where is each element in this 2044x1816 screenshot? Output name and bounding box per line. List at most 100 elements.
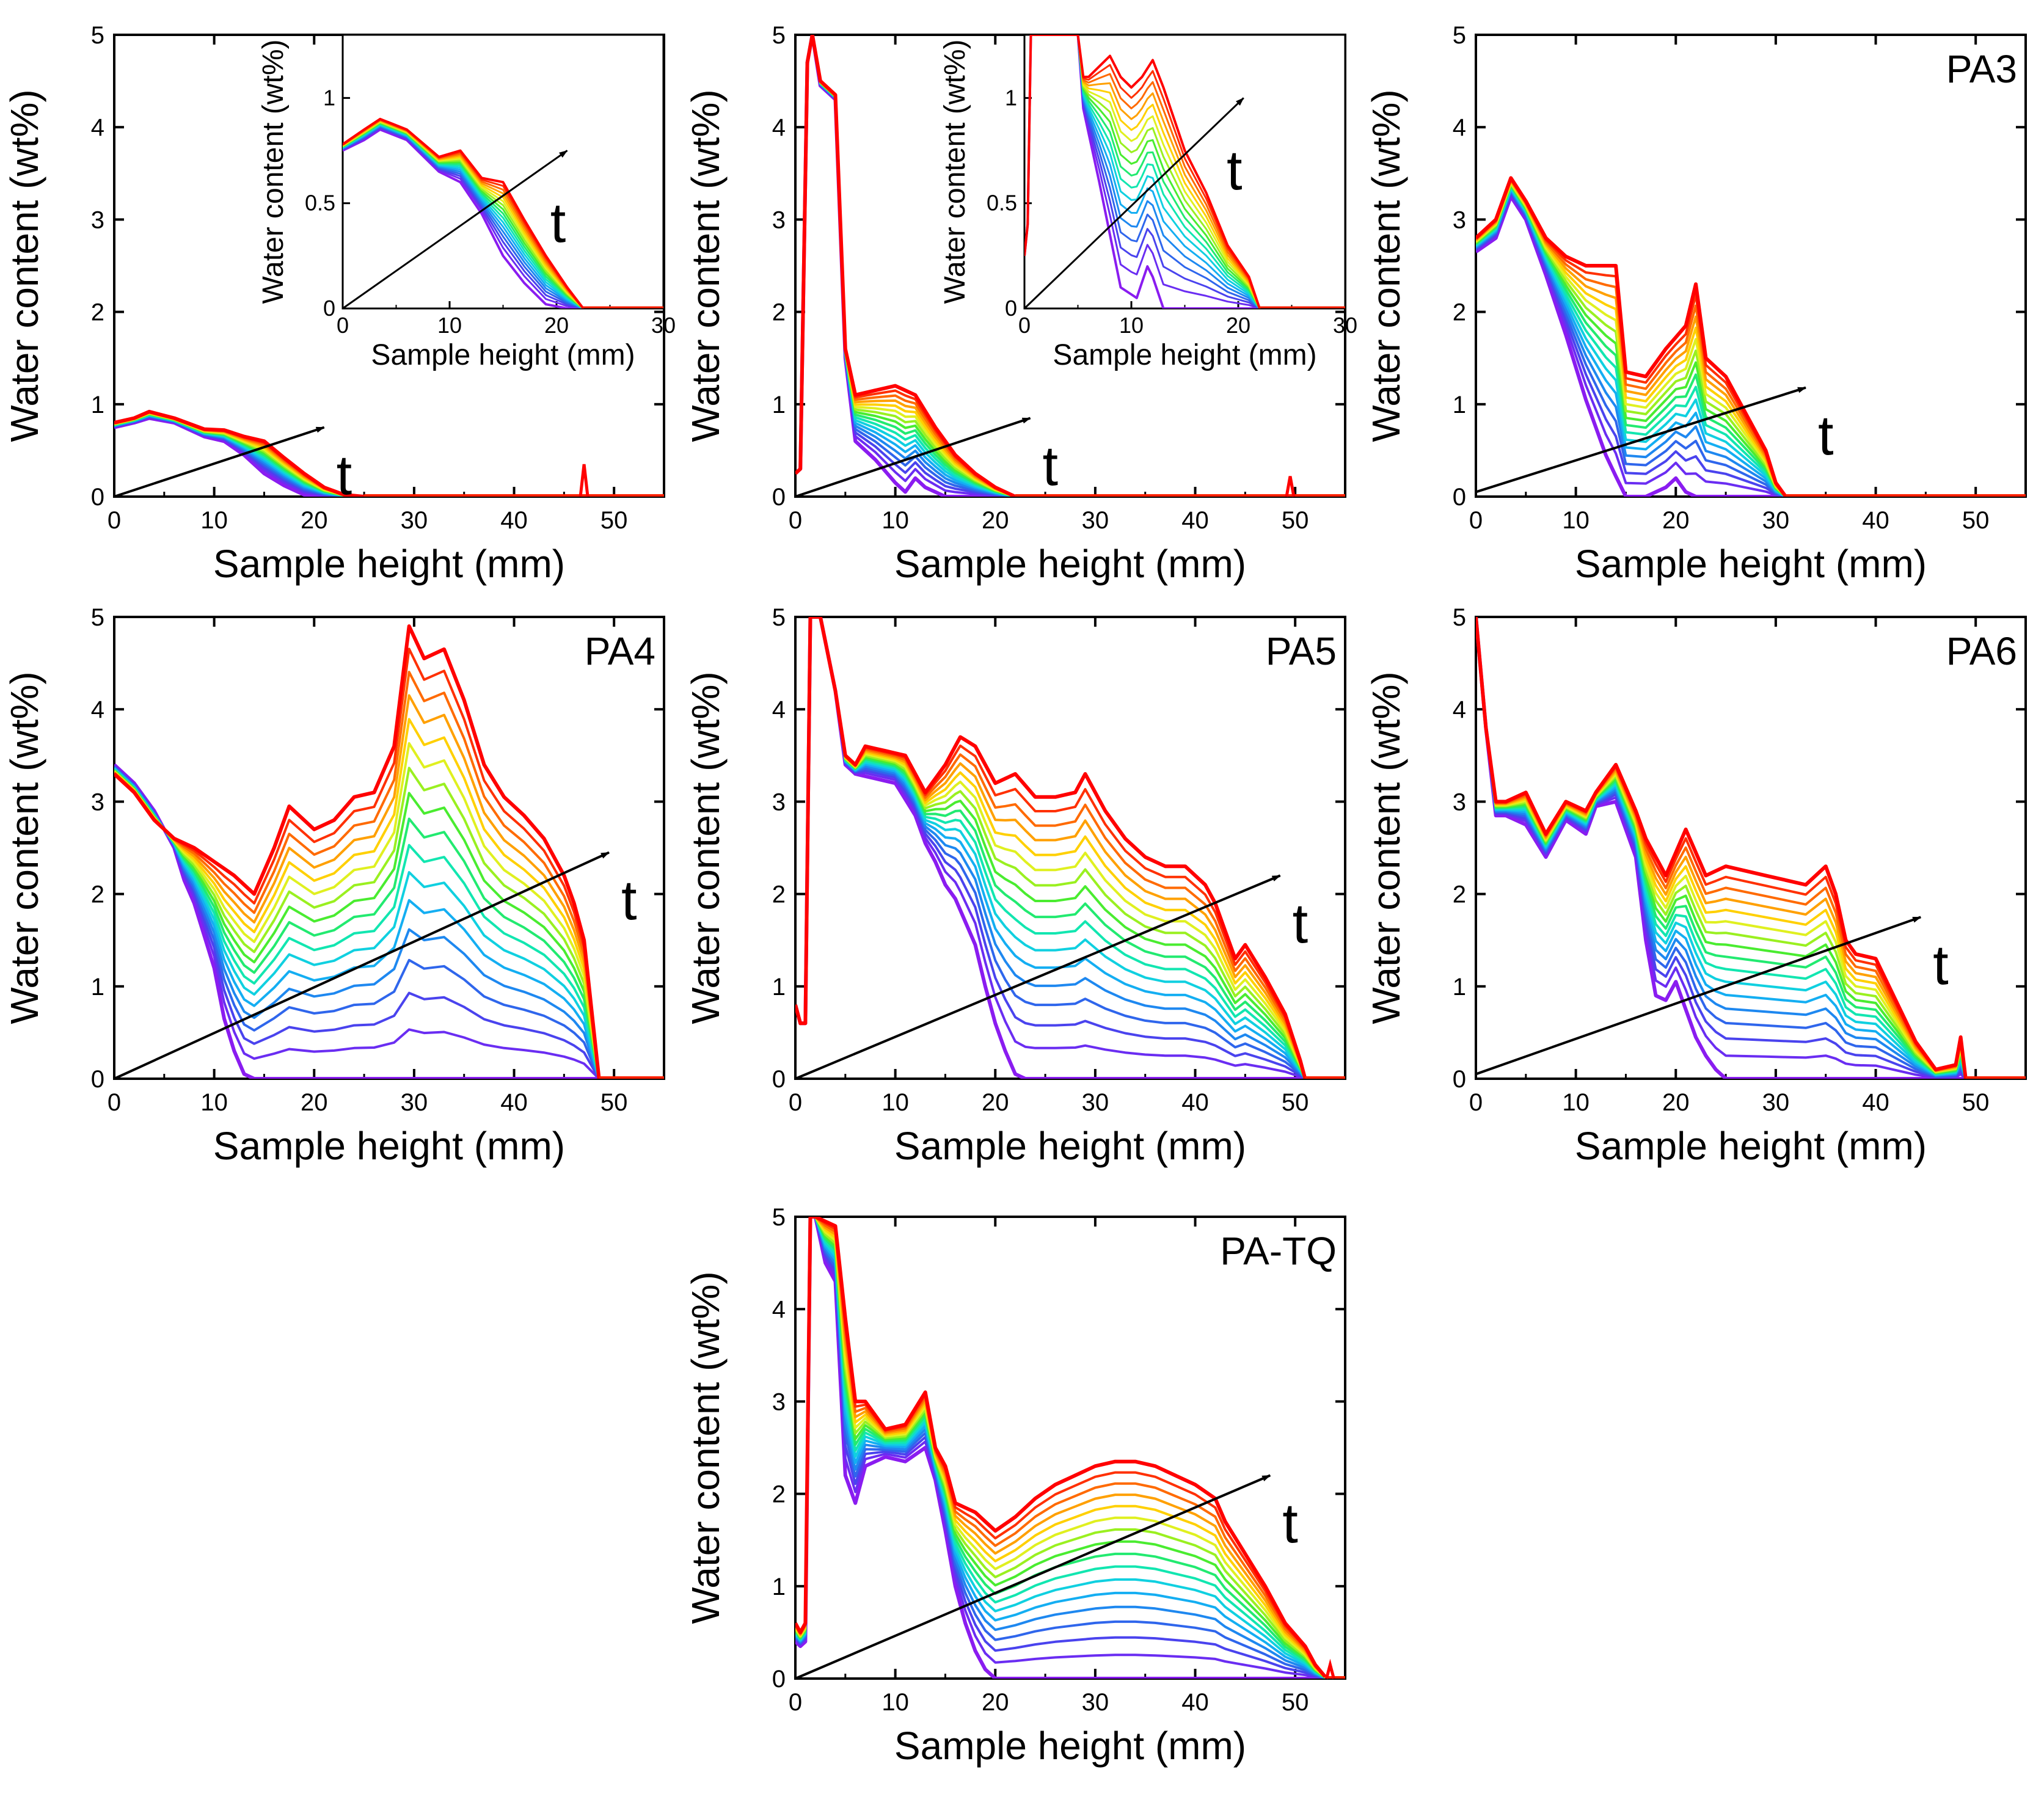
- panel-pa2-ylabel: Water content (wt%): [684, 89, 728, 442]
- panel-pa2-curves: [795, 35, 1345, 497]
- panel-pa1-inset-curves: [343, 117, 663, 308]
- panel-pa6-xtick-label: 50: [1962, 1089, 1990, 1116]
- panel-pa1-inset-ylabel: Water content (wt%): [257, 39, 290, 304]
- panel-pa4-xtick-label: 40: [500, 1089, 528, 1116]
- panel-pa1-inset-series-first: [343, 128, 583, 308]
- panel-pa1-inset-xtick-label: 20: [544, 313, 569, 338]
- panel-pa3-xtick-label: 20: [1662, 507, 1690, 534]
- panel-pa6-ytick-label: 3: [1453, 789, 1466, 815]
- panel-pa5-ytick-label: 1: [772, 974, 786, 1001]
- panel-pa-tq-xtick-label: 50: [1282, 1689, 1309, 1716]
- panel-pa1-inset-time-arrow: [342, 150, 568, 310]
- panel-pa5-xtick-label: 50: [1282, 1089, 1309, 1116]
- panel-pa3-title: PA3: [1946, 47, 2017, 91]
- panel-pa3-series-intermediate: [1476, 186, 1787, 497]
- panel-pa2-series-intermediate: [795, 35, 1016, 497]
- panel-pa3-xtick-label: 10: [1562, 507, 1590, 534]
- panel-pa5-ytick-label: 0: [772, 1066, 786, 1093]
- panel-pa-tq-ylabel: Water content (wt%): [684, 1271, 728, 1624]
- panel-pa1-time-arrow: [114, 426, 325, 498]
- panel-pa1-series-last: [114, 409, 365, 497]
- panel-pa2-xtick-label: 40: [1181, 507, 1209, 534]
- panel-pa5-series-last: [795, 617, 1307, 1079]
- panel-pa1-xtick-label: 10: [200, 507, 228, 534]
- panel-pa4-series-intermediate: [114, 742, 600, 1079]
- panel-pa4-series-intermediate: [114, 671, 600, 1079]
- panel-pa2-xtick-label: 20: [982, 507, 1009, 534]
- panel-pa1-inset-xtick-label: 30: [651, 313, 676, 338]
- panel-pa-tq-curves: [795, 1217, 1345, 1679]
- panel-pa1-xlabel: Sample height (mm): [213, 542, 565, 586]
- panel-pa5-ytick-label: 3: [772, 789, 786, 815]
- panel-pa4: 0 10 20 30 40 50 0 1 2 3 4 5 Sample height (mm) Water…: [2, 604, 665, 1168]
- panel-pa2-inset-ytick-label: 1: [1005, 85, 1017, 110]
- panel-pa5-xtick-label: 30: [1082, 1089, 1109, 1116]
- panel-pa1-ylabel: Water content (wt%): [2, 89, 46, 442]
- panel-pa5: 0 10 20 30 40 50 0 1 2 3 4 5 Sample height (mm) Water…: [684, 604, 1346, 1168]
- panel-pa4-series-intermediate: [114, 770, 600, 1079]
- panel-pa5-xtick-label: 10: [881, 1089, 909, 1116]
- panel-pa5-ytick-label: 4: [772, 696, 786, 723]
- panel-pa4-time-label: t: [621, 870, 637, 932]
- panel-pa3-series-intermediate: [1476, 193, 1786, 497]
- panel-pa5-time-label: t: [1293, 892, 1309, 955]
- panel-pa4-series-intermediate: [114, 765, 600, 1079]
- panel-pa-tq-ytick-label: 3: [772, 1388, 786, 1415]
- panel-pa1-ytick-label: 0: [91, 484, 104, 511]
- panel-pa4-series-intermediate: [114, 769, 600, 1079]
- panel-pa1-inset-bg: [343, 35, 663, 308]
- panel-pa3-series-intermediate: [1476, 190, 1786, 497]
- panel-pa3-time-label: t: [1818, 405, 1834, 467]
- panel-pa4-ytick-label: 0: [91, 1066, 104, 1093]
- panel-pa2-inset-xtick-label: 0: [1018, 313, 1031, 338]
- panel-pa4-series-intermediate: [114, 767, 600, 1079]
- panel-pa4-series-intermediate: [114, 765, 600, 1079]
- panel-pa5-ylabel: Water content (wt%): [684, 671, 728, 1024]
- panel-pa3-series-first: [1476, 194, 1786, 497]
- panel-pa4-title: PA4: [585, 629, 655, 673]
- panel-pa3-curves: [1476, 176, 2026, 497]
- panel-pa4-series-intermediate: [114, 767, 600, 1079]
- panel-pa2-xtick-label: 0: [789, 507, 802, 534]
- panel-pa3-series-last: [1476, 176, 1787, 497]
- panel-pa4-ytick-label: 2: [91, 881, 104, 908]
- panel-pa6-ytick-label: 0: [1453, 1066, 1466, 1093]
- panel-pa2-inset-series-last: [1024, 35, 1261, 308]
- panel-pa4-xtick-label: 0: [108, 1089, 121, 1116]
- panel-pa-tq-ytick-label: 1: [772, 1574, 786, 1600]
- panel-pa5-xtick-label: 0: [789, 1089, 802, 1116]
- panel-pa3-series-intermediate: [1476, 191, 1786, 497]
- panel-pa2-ytick-label: 1: [772, 392, 786, 418]
- panel-pa2-ytick-label: 3: [772, 206, 786, 233]
- panel-pa1-spike: [579, 464, 589, 497]
- panel-pa3-series-intermediate: [1476, 180, 1787, 497]
- panel-pa4-xtick-label: 50: [600, 1089, 628, 1116]
- panel-pa2-ytick-label: 0: [772, 484, 786, 511]
- panel-pa6-time-label: t: [1933, 934, 1949, 996]
- panel-pa5-series-intermediate: [795, 617, 1307, 1079]
- panel-pa3-series-intermediate: [1476, 188, 1787, 497]
- panel-pa2-series-intermediate: [795, 35, 1016, 497]
- panel-pa2-inset-time-arrow: [1023, 97, 1244, 310]
- panel-pa1-xtick-label: 20: [301, 507, 328, 534]
- panel-pa6-xtick-label: 0: [1469, 1089, 1483, 1116]
- panel-pa4-series-intermediate: [114, 767, 600, 1079]
- panel-pa5-frame: [794, 616, 1346, 1080]
- panel-pa-tq-xtick-label: 10: [881, 1689, 909, 1716]
- panel-pa-tq-series-intermediate: [795, 1217, 1326, 1679]
- panel-pa6-ytick-label: 5: [1453, 604, 1466, 631]
- panel-pa4-series-intermediate: [114, 647, 600, 1079]
- panel-pa2-ytick-label: 5: [772, 22, 786, 49]
- panel-pa6-xtick-label: 40: [1862, 1089, 1889, 1116]
- panel-pa1-curves: [114, 409, 664, 497]
- panel-pa2-inset-ylabel: Water content (wt%): [939, 39, 971, 304]
- panel-pa-tq-ytick-label: 0: [772, 1666, 786, 1693]
- panel-pa-tq-ytick-label: 4: [772, 1296, 786, 1323]
- panel-pa5-title: PA5: [1266, 629, 1337, 673]
- panel-pa-tq-series-first: [795, 1217, 1326, 1679]
- panel-pa2-series-intermediate: [795, 35, 1016, 497]
- panel-pa2-xtick-label: 50: [1282, 507, 1309, 534]
